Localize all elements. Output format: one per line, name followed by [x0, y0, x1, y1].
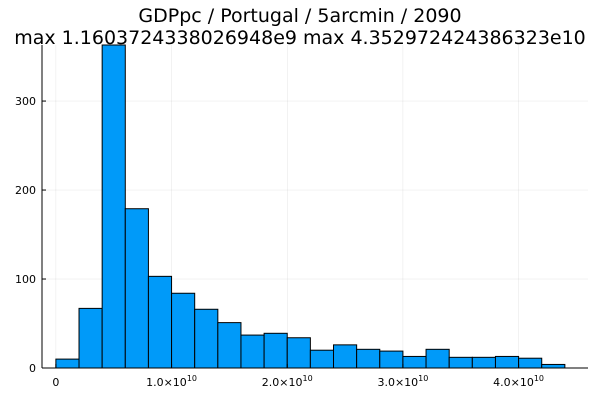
x-tick-label-2: 2.0×1010: [262, 374, 313, 389]
bar-bin-13: [356, 348, 381, 369]
y-tick-label-1: 100: [15, 273, 36, 286]
axes: [41, 45, 588, 369]
bar-bin-7: [217, 322, 242, 369]
histogram-bars: [55, 44, 566, 369]
bar-bin-5: [171, 292, 196, 369]
x-axis-ticks: 0 1.0×1010 2.0×1010 3.0×1010 4.0×1010: [52, 364, 544, 389]
y-tick-label-0: 0: [29, 362, 36, 375]
bar-bin-2: [101, 44, 126, 369]
bar-bin-20: [518, 357, 543, 369]
bar-bin-14: [379, 350, 404, 369]
bar-bin-8: [240, 334, 265, 369]
bar-bin-10: [286, 337, 311, 369]
bar-bin-12: [333, 344, 358, 369]
x-tick-label-4: 4.0×1010: [493, 374, 544, 389]
y-tick-label-3: 300: [15, 95, 36, 108]
bar-bin-4: [147, 275, 173, 369]
chart-title: GDPpc / Portugal / 5arcmin / 2090: [138, 5, 462, 27]
bar-bin-3: [124, 208, 149, 369]
bar-bin-19: [494, 355, 520, 369]
chart-subtitle: max 1.1603724338026948e9 max 4.352972424…: [14, 27, 586, 49]
x-tick-label-1: 1.0×1010: [146, 374, 197, 389]
bar-bin-17: [448, 356, 473, 369]
y-tick-label-2: 200: [15, 184, 36, 197]
bar-bin-9: [263, 332, 288, 369]
bar-bin-16: [425, 348, 450, 369]
bar-bin-18: [471, 356, 496, 369]
bar-bin-6: [194, 308, 219, 369]
bar-bin-11: [309, 349, 335, 369]
bar-bin-1: [78, 307, 103, 369]
x-tick-label-0: 0: [52, 376, 59, 389]
y-axis-ticks: 0 100 200 300: [15, 95, 46, 375]
x-tick-label-3: 3.0×1010: [377, 374, 428, 389]
bar-bin-0: [55, 358, 80, 369]
bar-bin-15: [402, 355, 427, 369]
bar-bin-21: [541, 363, 566, 369]
